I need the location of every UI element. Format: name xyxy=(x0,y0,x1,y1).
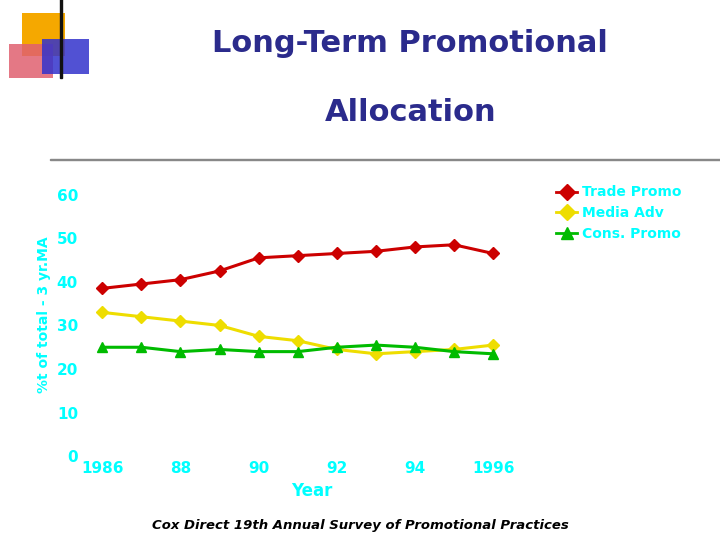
Text: Cox Direct 19th Annual Survey of Promotional Practices: Cox Direct 19th Annual Survey of Promoti… xyxy=(152,519,568,532)
X-axis label: Year: Year xyxy=(291,482,332,500)
Y-axis label: %t of total - 3 yr.MA: %t of total - 3 yr.MA xyxy=(37,236,51,393)
Legend: Trade Promo, Media Adv, Cons. Promo: Trade Promo, Media Adv, Cons. Promo xyxy=(556,185,682,241)
Text: Long-Term Promotional: Long-Term Promotional xyxy=(212,29,608,58)
Text: Allocation: Allocation xyxy=(325,98,496,127)
